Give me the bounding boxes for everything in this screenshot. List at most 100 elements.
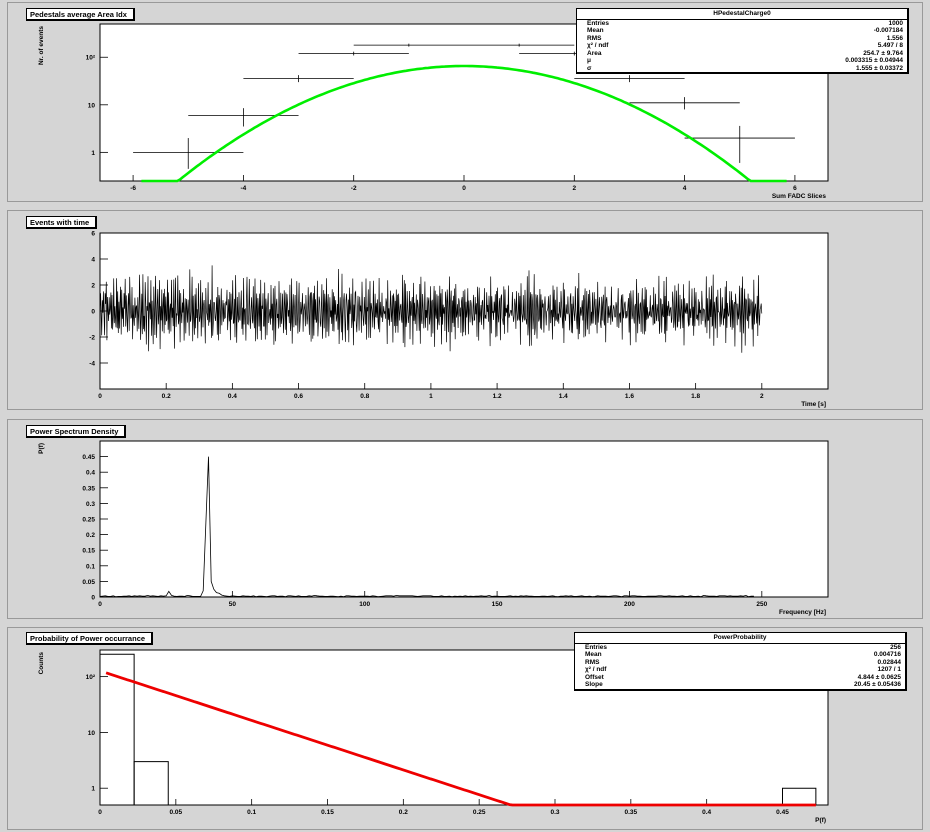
stats-row: χ² / ndf 1207 / 1	[575, 666, 905, 674]
y-tick-label: 10²	[86, 55, 96, 62]
y-tick-label: 2	[91, 283, 95, 290]
y-tick-label: 0.2	[86, 532, 95, 539]
data-point	[629, 97, 740, 110]
x-tick-label: 0.4	[228, 393, 237, 400]
power-probability-pad: 0 0.05 0.1 0.15 0.2 0.25 0.3 0.35 0.4 0.45 1 10 10² P…	[7, 627, 923, 830]
y-tick-label: 1	[91, 150, 95, 157]
x-tick-label: 0.8	[360, 393, 369, 400]
y-tick-label: 0.3	[86, 501, 95, 508]
y-tick-label: 0	[91, 595, 95, 602]
y-axis-label: P(f)	[38, 443, 45, 454]
x-tick-label: 0	[98, 601, 102, 608]
stats-row: Slope 20.45 ± 0.05436	[575, 681, 905, 689]
x-tick-label: 0	[98, 393, 102, 400]
y-axis-label: Counts	[38, 652, 45, 675]
stats-value: 254.7 ± 9.764	[863, 49, 903, 57]
x-tick-label: 0.6	[294, 393, 303, 400]
stats-value: 4.844 ± 0.0625	[857, 673, 901, 681]
stats-value: 1.556	[886, 34, 903, 42]
x-tick-label: 250	[756, 601, 767, 608]
pedestal-pad: -6 -4 -2 0 2 4 6 1 10 10² Sum FADC Slices Nr. of ev…	[7, 2, 923, 202]
stats-label: Mean	[587, 27, 604, 34]
x-tick-label: 50	[229, 601, 237, 608]
x-tick-label: -2	[351, 185, 357, 192]
stats-label: Offset	[585, 673, 604, 681]
x-tick-label: 2	[572, 185, 576, 192]
x-tick-label: 1.4	[559, 393, 568, 400]
events-time-pad: 0 0.2 0.4 0.6 0.8 1 1.2 1.4 1.6 1.8 2 -4 -2 0 2 4 6 Time …	[7, 210, 923, 410]
stats-label: χ² / ndf	[585, 666, 607, 673]
pedestal-title: Pedestals average Area Idx	[26, 8, 135, 21]
stats-row: Entries 1000	[577, 20, 907, 28]
stats-row: Offset 4.844 ± 0.0625	[575, 674, 905, 682]
x-tick-label: 0.4	[702, 809, 711, 816]
x-tick-label: 1.8	[691, 393, 700, 400]
y-tick-label: 0.1	[86, 563, 95, 570]
stats-label: RMS	[587, 34, 602, 42]
stats-row: Entries 256	[575, 644, 905, 652]
x-tick-label: 0.1	[247, 809, 256, 816]
power-probability-title: Probability of Power occurrance	[26, 632, 154, 645]
stats-label: μ	[587, 57, 591, 64]
stats-label: Slope	[585, 681, 603, 688]
x-tick-label: 2	[760, 393, 764, 400]
y-tick-label: 10²	[86, 674, 96, 681]
x-tick-label: 6	[793, 185, 797, 192]
x-tick-label: 150	[492, 601, 503, 608]
stats-row: RMS 1.556	[577, 35, 907, 43]
stats-label: RMS	[585, 658, 600, 666]
y-tick-label: 10	[88, 730, 96, 737]
x-axis-label: P(f)	[815, 817, 826, 824]
x-tick-label: 1.6	[625, 393, 634, 400]
y-tick-label: 1	[91, 786, 95, 793]
y-tick-label: -4	[89, 361, 95, 368]
x-tick-label: 1	[429, 393, 433, 400]
histogram-bin	[133, 761, 169, 805]
x-tick-label: 200	[624, 601, 635, 608]
x-tick-label: 1.2	[493, 393, 502, 400]
y-tick-label: 0.15	[82, 548, 95, 555]
x-tick-label: 0.05	[170, 809, 183, 816]
histogram-bin	[99, 653, 135, 805]
y-tick-label: 0.25	[82, 517, 95, 524]
stats-row: Mean -0.007184	[577, 27, 907, 35]
x-tick-label: 4	[683, 185, 687, 192]
data-point	[353, 43, 464, 47]
stats-row: σ 1.555 ± 0.03372	[577, 65, 907, 73]
stats-value: -0.007184	[873, 27, 903, 34]
x-axis-label: Frequency [Hz]	[779, 609, 826, 616]
data-point	[188, 108, 299, 127]
power-probability-stats-box: PowerProbability Entries 256 Mean 0.004716 RM…	[574, 632, 907, 691]
x-axis-label: Sum FADC Slices	[772, 193, 827, 200]
power-spectrum-pad: 0 50 100 150 200 250 0 0.05 0.1 0.15 0.2 0.25 0.3 0.3…	[7, 419, 923, 619]
stats-label: Mean	[585, 651, 602, 658]
stats-row: RMS 0.02844	[575, 659, 905, 667]
stats-label: χ² / ndf	[587, 42, 609, 49]
x-tick-label: -4	[241, 185, 247, 192]
data-point	[298, 51, 409, 56]
stats-label: σ	[587, 64, 592, 72]
y-tick-label: 0	[91, 309, 95, 316]
stats-row: χ² / ndf 5.497 / 8	[577, 42, 907, 50]
data-point	[133, 138, 244, 169]
power-spectrum-chart: 0 50 100 150 200 250 0 0.05 0.1 0.15 0.2 0.25 0.3 0.3…	[38, 440, 829, 616]
x-tick-label: 0.2	[399, 809, 408, 816]
histogram-bin	[782, 787, 817, 805]
y-tick-label: -2	[89, 335, 95, 342]
stats-title: HPedestalCharge0	[577, 9, 907, 20]
data-point	[574, 75, 685, 83]
stats-row: Area 254.7 ± 9.764	[577, 50, 907, 58]
x-tick-label: 0.2	[162, 393, 171, 400]
stats-value: 1.555 ± 0.03372	[856, 64, 903, 72]
x-tick-label: -6	[130, 185, 136, 192]
x-tick-label: 0.25	[473, 809, 486, 816]
x-tick-label: 0.35	[625, 809, 638, 816]
x-axis-label: Time [s]	[801, 401, 826, 408]
stats-value: 0.003315 ± 0.04944	[845, 57, 903, 64]
y-tick-label: 0.05	[82, 579, 95, 586]
psd-line	[99, 456, 754, 598]
y-tick-label: 0.4	[86, 470, 95, 477]
data-point	[684, 125, 795, 163]
x-tick-label: 100	[359, 601, 370, 608]
power-spectrum-title: Power Spectrum Density	[26, 425, 127, 438]
